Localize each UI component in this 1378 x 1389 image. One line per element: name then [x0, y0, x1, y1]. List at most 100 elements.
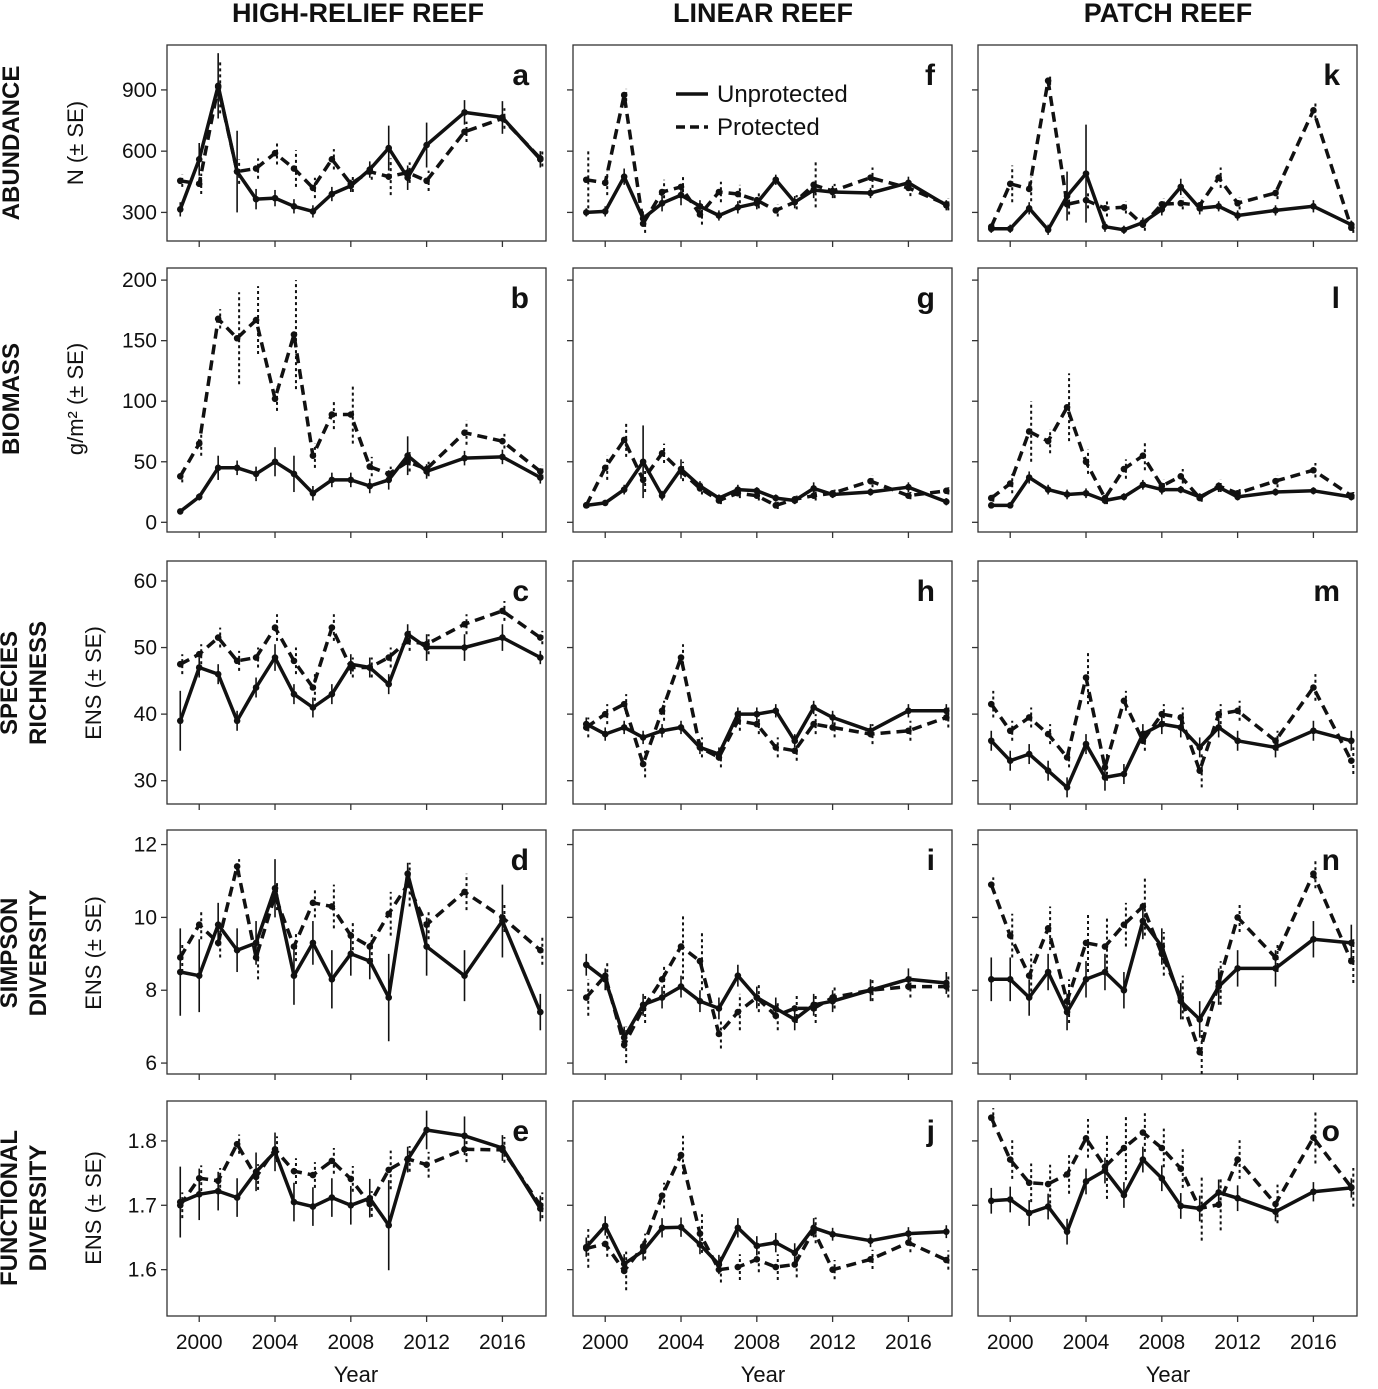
data-point-protected-o — [1044, 1180, 1052, 1188]
data-point-unprotected-b — [195, 493, 203, 501]
data-point-unprotected-c — [385, 680, 393, 688]
panel-letter-f: f — [925, 59, 936, 92]
data-point-protected-k — [1215, 174, 1222, 182]
data-point-protected-b — [290, 331, 298, 338]
data-point-unprotected-i — [905, 976, 912, 983]
panel-letter-h: h — [917, 575, 935, 608]
column-title-linear: LINEAR REEF — [673, 0, 853, 28]
row-title-functional: FUNCTIONAL — [0, 1130, 23, 1286]
data-point-unprotected-c — [233, 717, 241, 725]
data-point-unprotected-e — [347, 1201, 355, 1209]
data-point-unprotected-g — [810, 485, 817, 492]
data-point-unprotected-a — [347, 182, 355, 190]
data-point-protected-a — [385, 173, 393, 180]
data-point-protected-m — [987, 700, 995, 708]
data-point-unprotected-d — [290, 972, 298, 979]
y-tick-label-b: 200 — [122, 269, 157, 292]
data-point-protected-f — [601, 179, 609, 187]
data-point-unprotected-e — [271, 1148, 279, 1156]
x-tick-label-e: 2000 — [176, 1331, 223, 1354]
data-point-unprotected-m — [1006, 757, 1014, 765]
panel-k: k — [972, 44, 1358, 247]
data-point-unprotected-j — [905, 1230, 912, 1237]
data-point-protected-l — [1006, 480, 1014, 487]
data-point-protected-m — [1025, 714, 1033, 721]
legend: Unprotected Protected — [676, 81, 848, 141]
data-point-protected-a — [309, 184, 317, 192]
data-point-protected-l — [1082, 458, 1090, 466]
data-point-unprotected-m — [1234, 737, 1241, 745]
data-point-unprotected-o — [1006, 1196, 1014, 1203]
data-point-protected-b — [461, 429, 468, 436]
row-title-abundance: ABUNDANCE — [0, 66, 25, 221]
data-point-unprotected-h — [658, 727, 666, 735]
data-point-protected-a — [290, 165, 298, 172]
data-point-protected-f — [715, 188, 723, 196]
data-point-unprotected-l — [987, 502, 995, 509]
data-point-protected-l — [1063, 403, 1071, 411]
data-point-unprotected-o — [1177, 1202, 1185, 1210]
data-point-protected-c — [537, 634, 544, 641]
panel-letter-e: e — [512, 1115, 529, 1148]
data-point-protected-o — [1120, 1144, 1128, 1152]
data-point-unprotected-f — [734, 204, 742, 211]
data-point-protected-m — [1120, 697, 1128, 705]
data-point-unprotected-d — [499, 917, 506, 925]
data-point-unprotected-m — [1101, 774, 1109, 781]
data-point-protected-o — [1063, 1171, 1071, 1178]
data-point-unprotected-o — [1044, 1203, 1052, 1210]
data-point-protected-f — [867, 174, 874, 182]
panel-n: n — [972, 829, 1358, 1080]
data-point-unprotected-d — [328, 976, 336, 983]
data-point-unprotected-h — [677, 724, 685, 731]
data-point-unprotected-b — [537, 474, 544, 481]
panel-frame-k — [977, 44, 1358, 242]
data-point-protected-l — [1120, 465, 1128, 473]
data-point-unprotected-n — [987, 976, 995, 983]
x-tick-label-e: 2004 — [252, 1331, 299, 1354]
data-point-protected-h — [658, 707, 666, 715]
data-point-unprotected-k — [1101, 223, 1109, 231]
data-point-protected-h — [753, 720, 761, 728]
data-point-unprotected-a — [328, 190, 336, 198]
panel-letter-k: k — [1323, 59, 1340, 92]
data-point-unprotected-j — [867, 1237, 874, 1244]
data-point-unprotected-g — [734, 486, 742, 493]
data-point-protected-m — [1044, 730, 1052, 738]
data-point-unprotected-i — [715, 1005, 723, 1012]
data-point-unprotected-d — [252, 939, 260, 947]
data-point-unprotected-g — [753, 487, 761, 495]
data-point-protected-j — [734, 1263, 742, 1271]
data-point-protected-a — [328, 156, 336, 163]
data-point-protected-n — [1196, 1048, 1204, 1056]
y-axis-title-biomass: g/m² (± SE) — [63, 343, 88, 455]
data-point-unprotected-e — [499, 1144, 506, 1152]
y-tick-label-b: 100 — [122, 390, 157, 413]
data-point-unprotected-b — [423, 468, 430, 475]
data-point-protected-a — [423, 177, 430, 185]
data-point-unprotected-i — [677, 983, 685, 990]
data-point-unprotected-h — [867, 727, 874, 735]
data-point-protected-d — [461, 888, 468, 896]
panel-b: 0 50 100 150 200 b — [122, 267, 547, 538]
data-point-unprotected-d — [233, 946, 241, 954]
data-point-protected-b — [195, 440, 203, 447]
panel-letter-j: j — [926, 1115, 935, 1148]
legend-label-unprotected: Unprotected — [717, 81, 848, 108]
data-point-unprotected-f — [677, 191, 685, 199]
data-point-unprotected-n — [1082, 976, 1090, 983]
panel-frame-g — [572, 267, 953, 533]
data-point-unprotected-b — [404, 452, 411, 460]
data-point-unprotected-c — [214, 670, 222, 678]
y-tick-label-d: 10 — [134, 906, 157, 929]
data-point-unprotected-m — [1177, 724, 1185, 731]
data-point-protected-d — [537, 946, 544, 954]
data-point-unprotected-o — [1025, 1209, 1033, 1217]
row-title-biomass: BIOMASS — [0, 343, 25, 455]
data-point-unprotected-j — [772, 1239, 780, 1246]
data-point-unprotected-h — [772, 707, 780, 715]
data-point-protected-m — [1215, 710, 1222, 718]
data-point-protected-n — [1101, 943, 1109, 950]
data-point-unprotected-n — [1101, 968, 1109, 976]
data-point-unprotected-a — [233, 168, 241, 175]
